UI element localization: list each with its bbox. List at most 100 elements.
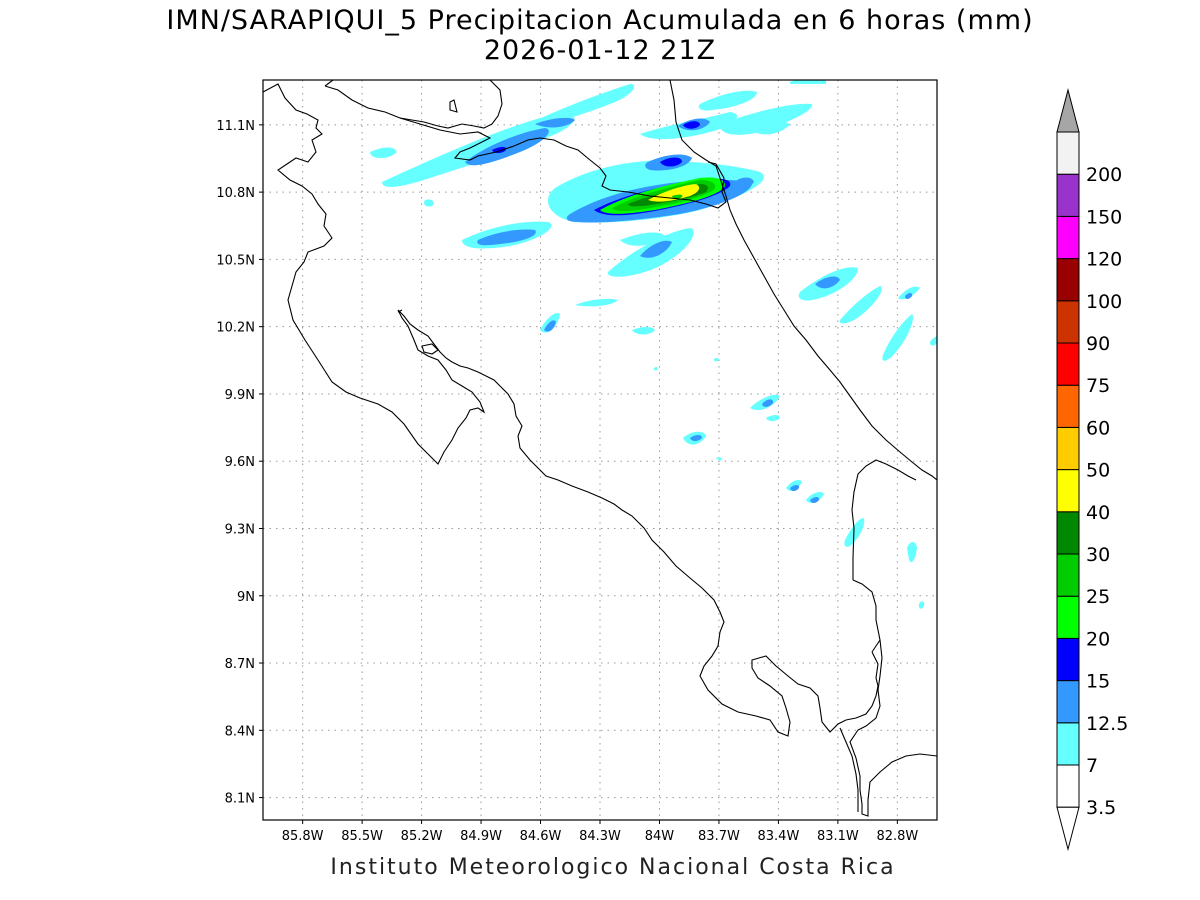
lake-shore-west	[399, 117, 463, 129]
precip-area	[575, 298, 618, 307]
precip-area	[382, 113, 575, 187]
legend-label: 40	[1086, 502, 1110, 524]
precip-area	[370, 147, 397, 159]
lon-tick-label: 83.1W	[817, 829, 859, 844]
nicoya-island	[421, 343, 439, 355]
legend-color-box	[1056, 722, 1080, 766]
legend-label: 150	[1086, 206, 1122, 228]
precip-area	[790, 485, 800, 491]
pacific-coastline	[263, 83, 879, 737]
legend-label: 3.5	[1086, 797, 1116, 819]
panama-border-south	[849, 579, 937, 817]
legend-color-box	[1056, 680, 1080, 724]
legend-label: 120	[1086, 249, 1122, 271]
legend-color-box	[1056, 764, 1080, 808]
map-title: IMN/SARAPIQUI_5 Precipitacion Acumulada …	[166, 5, 1034, 36]
legend-color-box	[1056, 511, 1080, 555]
lat-tick-label: 8.7N	[225, 657, 255, 672]
lat-tick-label: 10.2N	[216, 321, 255, 336]
precip-area	[719, 103, 813, 135]
legend-label: 30	[1086, 544, 1110, 566]
lat-tick-label: 11.1N	[216, 119, 255, 134]
precip-area	[882, 314, 914, 361]
legend-label: 100	[1086, 291, 1122, 313]
lon-tick-label: 84.9W	[460, 829, 502, 844]
legend-label: 50	[1086, 460, 1110, 482]
precip-area	[766, 415, 780, 421]
precip-area	[815, 276, 840, 289]
lat-tick-label: 8.4N	[225, 724, 255, 739]
color-legend: 3.5 7 12.5 15 20 25 30 40 50 60 75 90 100 120 150 200	[1056, 88, 1128, 852]
precip-area	[683, 121, 700, 129]
legend-label: 90	[1086, 333, 1110, 355]
panama-coast	[839, 727, 859, 812]
nicaragua-border	[324, 85, 727, 209]
legend-color-box	[1056, 131, 1080, 175]
precip-area	[690, 435, 702, 441]
precip-area	[632, 327, 655, 335]
precip-area	[492, 147, 507, 153]
lat-tick-label: 10.8N	[216, 186, 255, 201]
precip-area	[698, 90, 757, 111]
precip-area	[640, 240, 672, 258]
precip-area	[520, 84, 635, 128]
gulf-shoreline	[397, 309, 403, 313]
precip-area	[755, 122, 790, 135]
legend-label: 7	[1086, 755, 1098, 777]
precip-area	[930, 336, 937, 346]
precip-area	[535, 117, 575, 128]
legend-label: 75	[1086, 375, 1110, 397]
lat-tick-label: 9.3N	[225, 522, 255, 537]
precip-area	[544, 320, 556, 332]
legend-extend-bottom	[1056, 806, 1080, 852]
lat-tick-label: 9.9N	[225, 388, 255, 403]
precipitation-field	[370, 80, 937, 609]
precip-area	[620, 232, 665, 246]
precip-area	[465, 128, 549, 166]
lat-tick-label: 9.6N	[225, 455, 255, 470]
legend-color-box	[1056, 384, 1080, 428]
legend-color-box	[1056, 258, 1080, 302]
small-island	[449, 99, 458, 113]
caribbean-coastline	[669, 80, 937, 481]
legend-label: 200	[1086, 164, 1122, 186]
lon-tick-label: 83.7W	[698, 829, 740, 844]
legend-label: 15	[1086, 671, 1110, 693]
precip-area	[653, 366, 658, 371]
legend-color-box	[1056, 173, 1080, 217]
legend-color-box	[1056, 426, 1080, 471]
footer-credit: Instituto Meteorologico Nacional Costa R…	[330, 855, 896, 880]
precip-area	[423, 199, 434, 207]
precip-area	[905, 293, 913, 299]
lon-tick-label: 85.8W	[282, 829, 324, 844]
axis-labels: 85.8W 85.5W 85.2W 84.9W 84.6W 84.3W 84W 83.7W 83…	[216, 119, 918, 844]
legend-color-box	[1056, 215, 1080, 260]
coastlines-and-borders	[263, 80, 937, 817]
lon-tick-label: 82.8W	[876, 829, 918, 844]
precip-area	[713, 357, 719, 362]
osa-peninsula-east	[871, 639, 881, 653]
precip-area	[898, 286, 920, 300]
nicaragua-lake-shore	[461, 80, 503, 129]
precip-area	[477, 229, 536, 246]
precip-area	[918, 601, 925, 609]
lat-tick-label: 9N	[237, 590, 255, 605]
lon-tick-label: 84.3W	[579, 829, 621, 844]
precip-area	[660, 157, 682, 167]
lat-tick-label: 8.1N	[225, 792, 255, 807]
precip-area	[672, 194, 683, 199]
lon-tick-label: 84W	[645, 829, 675, 844]
precip-area	[907, 542, 917, 563]
legend-color-box	[1056, 595, 1080, 639]
precip-area	[716, 457, 722, 461]
lon-tick-label: 83.4W	[758, 829, 800, 844]
precip-area	[762, 399, 774, 407]
lon-tick-label: 85.2W	[401, 829, 443, 844]
legend-color-box	[1056, 637, 1080, 682]
lon-tick-label: 84.6W	[520, 829, 562, 844]
legend-color-box	[1056, 342, 1080, 386]
precip-area	[810, 497, 820, 503]
north-coastline	[324, 80, 334, 87]
legend-label: 25	[1086, 586, 1110, 608]
